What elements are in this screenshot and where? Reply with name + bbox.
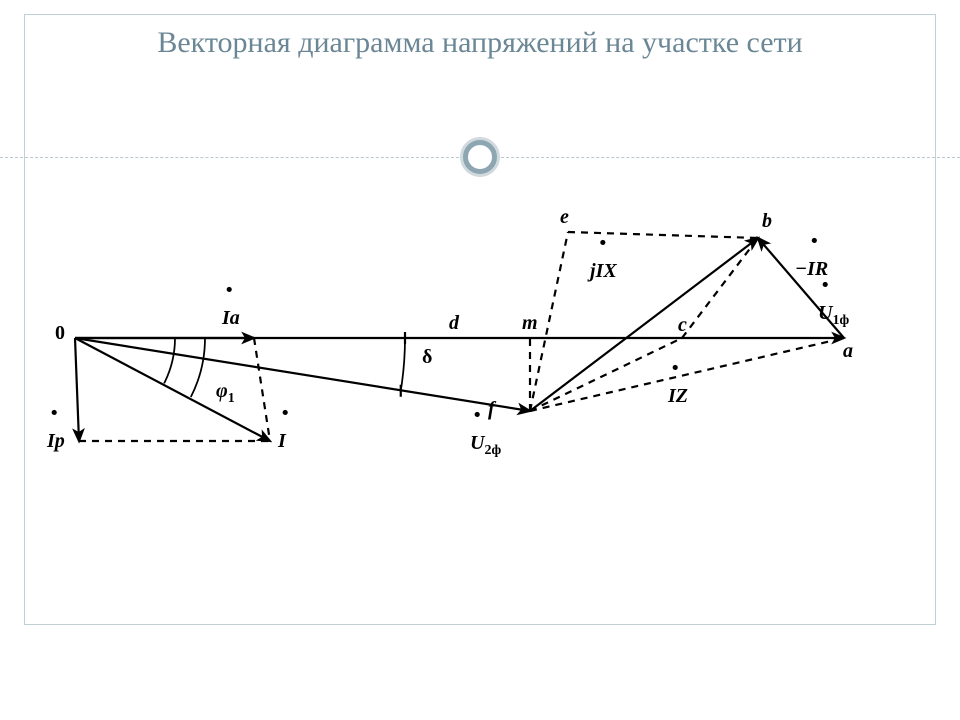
vector-label-minus-IR: −IR	[795, 258, 828, 281]
vector-label-Ip: Ip	[47, 430, 65, 453]
point-label-c: c	[678, 314, 687, 337]
angle-label-phi: φ1	[216, 380, 235, 407]
vector-label-jIX: jIX	[590, 260, 617, 283]
vector-label-U1: U1ф	[818, 302, 849, 329]
point-label-O: 0	[55, 322, 65, 345]
vector-label-U2: U2ф	[470, 432, 501, 459]
vector-label-I: I	[278, 430, 286, 453]
point-label-f: f	[488, 398, 495, 421]
vector-label-Ia: Ia	[222, 307, 240, 330]
point-label-e: e	[560, 206, 569, 229]
point-label-m: m	[522, 312, 538, 335]
vector-label-IZ: IZ	[668, 385, 688, 408]
angle-label-delta: δ	[422, 346, 432, 369]
point-label-b: b	[762, 210, 772, 233]
point-label-d: d	[449, 312, 459, 335]
point-label-a: a	[843, 340, 853, 363]
slide: Векторная диаграмма напряжений на участк…	[0, 0, 960, 720]
label-layer: 0 a b c d e m f Ia I Ip U1ф U2ф jIX −IR	[0, 0, 960, 720]
